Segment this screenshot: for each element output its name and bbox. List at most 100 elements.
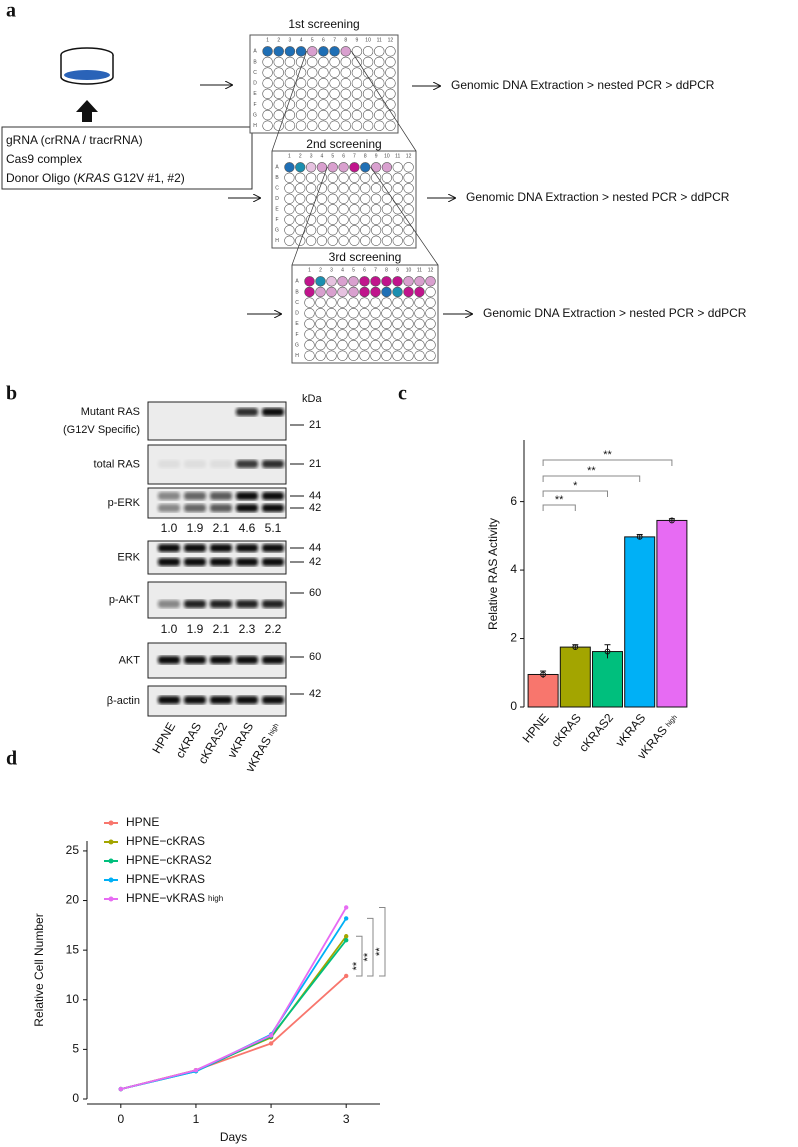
band	[184, 656, 206, 664]
well	[370, 339, 381, 351]
data-point	[343, 973, 349, 979]
well	[340, 120, 351, 131]
well	[327, 204, 338, 215]
well	[362, 56, 374, 68]
data-point	[343, 934, 349, 939]
marker-label: 42	[309, 688, 321, 700]
well	[351, 120, 363, 131]
well	[392, 339, 403, 351]
plate-col-label: 1	[266, 37, 269, 43]
band	[236, 656, 258, 664]
well	[381, 225, 393, 236]
marker-label: 60	[309, 651, 321, 663]
blot-label: (G12V Specific)	[63, 424, 140, 436]
plate-col-label: 6	[342, 153, 345, 159]
y-tick-label: 0	[72, 1091, 79, 1105]
well	[392, 214, 403, 225]
well	[305, 214, 317, 225]
well	[414, 329, 425, 340]
category-name: HPNE	[520, 711, 552, 746]
well	[385, 88, 396, 100]
well	[360, 183, 371, 194]
well	[349, 183, 360, 194]
well	[307, 67, 318, 78]
well	[385, 46, 396, 57]
well	[359, 329, 370, 340]
well	[403, 214, 414, 225]
well	[337, 339, 348, 351]
marker-label: 44	[309, 542, 321, 554]
reagent-part: Donor Oligo (	[6, 171, 77, 185]
well	[338, 225, 349, 236]
band	[158, 656, 180, 664]
error-point	[669, 517, 675, 524]
well	[329, 88, 340, 100]
y-tick-label: 2	[510, 631, 517, 645]
significance-label: **	[362, 952, 374, 961]
well	[307, 56, 318, 68]
band	[236, 600, 258, 608]
band	[184, 544, 206, 552]
well	[381, 193, 393, 204]
well	[370, 193, 382, 204]
well	[318, 99, 329, 110]
well	[370, 329, 381, 340]
dish-icon	[1, 47, 253, 190]
plate-row-label: F	[295, 332, 298, 338]
well	[392, 350, 403, 361]
band	[236, 408, 258, 416]
well	[392, 183, 403, 194]
band	[184, 696, 206, 704]
well	[359, 276, 370, 287]
well	[381, 214, 393, 225]
plate-row-label: C	[253, 70, 257, 76]
plate-col-label: 3	[330, 267, 333, 273]
well	[362, 67, 374, 78]
screening-result: Genomic DNA Extraction > nested PCR > dd…	[451, 78, 715, 92]
plate-row-label: B	[295, 289, 299, 295]
significance-label: *	[573, 480, 578, 492]
legend-label: HPNE−cKRAS2	[126, 853, 212, 867]
legend-label: HPNE	[126, 815, 159, 829]
band	[236, 696, 258, 704]
band	[210, 600, 232, 608]
well	[329, 109, 340, 121]
well	[318, 56, 329, 68]
well	[374, 77, 385, 89]
well	[385, 56, 396, 68]
legend-name: HPNE−cKRAS	[126, 834, 205, 848]
well	[284, 77, 296, 89]
well	[370, 276, 381, 287]
well	[316, 204, 328, 215]
well	[385, 77, 396, 89]
well	[338, 214, 349, 225]
well	[392, 172, 403, 183]
plate-col-label: 5	[331, 153, 334, 159]
well	[337, 350, 348, 361]
well	[362, 46, 374, 57]
y-tick-label: 20	[66, 893, 80, 907]
band	[158, 544, 180, 552]
well	[315, 339, 326, 351]
well	[273, 46, 284, 57]
well	[414, 350, 425, 361]
well	[425, 307, 436, 319]
well	[307, 46, 318, 57]
category-subscript: high	[665, 714, 679, 729]
well	[370, 350, 381, 361]
lane-subscript: high	[268, 722, 281, 737]
well	[349, 172, 360, 183]
plate-row-label: C	[295, 300, 299, 306]
well	[403, 225, 414, 236]
well	[362, 99, 374, 110]
well	[262, 120, 273, 131]
well	[381, 318, 392, 330]
significance-bracket	[542, 490, 608, 497]
well	[351, 67, 363, 78]
well	[374, 109, 385, 121]
well	[307, 88, 318, 100]
series-line	[120, 907, 347, 1090]
well	[338, 204, 349, 215]
legend-subscript: high	[208, 894, 223, 903]
